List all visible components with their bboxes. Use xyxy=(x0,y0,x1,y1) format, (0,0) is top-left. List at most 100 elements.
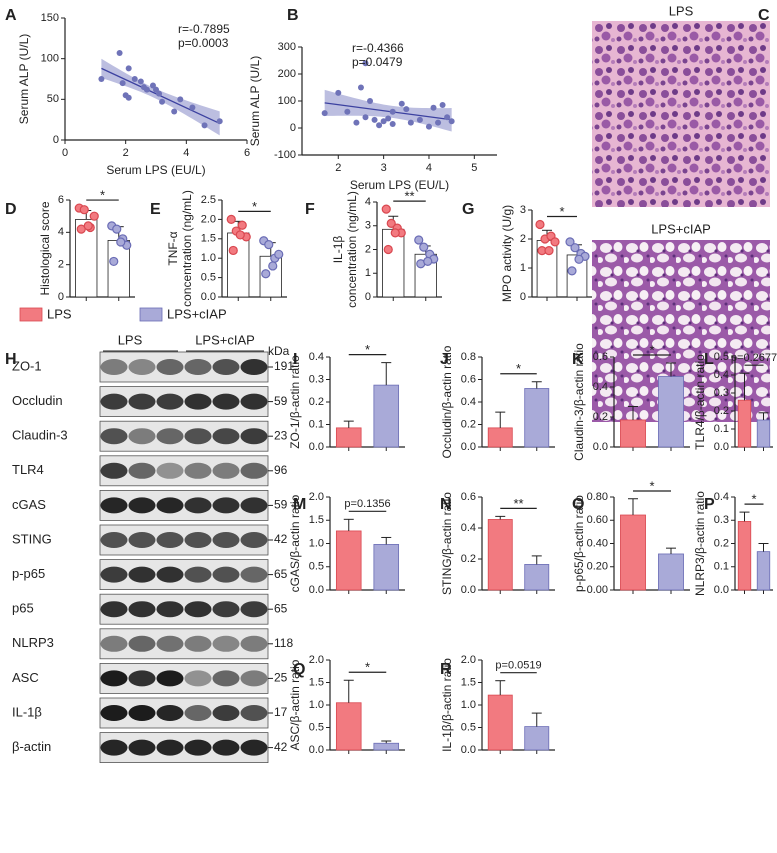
point xyxy=(362,114,369,121)
blot-band xyxy=(212,635,240,652)
x-tick-label: 6 xyxy=(244,147,250,159)
blot-band xyxy=(212,705,240,721)
confidence-band xyxy=(101,58,220,136)
point xyxy=(403,106,410,113)
point xyxy=(83,221,93,231)
point xyxy=(385,115,392,122)
y-tick-label: 0.1 xyxy=(714,561,729,573)
blot-band xyxy=(156,462,184,479)
blot-band xyxy=(184,393,212,410)
kda-label: 42 xyxy=(274,740,288,754)
y-axis-label: Claudin-3/β-actin ratio xyxy=(572,343,586,461)
point xyxy=(398,100,405,107)
y-tick-label: 4 xyxy=(58,226,64,238)
y-tick-label: 0.3 xyxy=(714,387,729,399)
y-axis-label: MPO activity (U/g) xyxy=(500,205,514,302)
blot-band xyxy=(212,393,240,410)
panel-letter: L xyxy=(704,351,714,368)
y-axis-label: p-p65/β-actin ratio xyxy=(572,495,586,592)
y-tick-label: 0 xyxy=(53,134,59,146)
kda-label: 118 xyxy=(274,636,293,650)
y-tick-label: 0.3 xyxy=(714,514,729,526)
y-tick-label: 1.5 xyxy=(309,514,324,526)
blot-band xyxy=(240,670,268,687)
point xyxy=(177,96,184,103)
significance-label: * xyxy=(649,342,654,357)
blot-band xyxy=(184,359,212,375)
y-tick-label: -100 xyxy=(274,149,296,161)
blot-band xyxy=(184,635,212,652)
point xyxy=(435,119,442,126)
x-tick-label: 2 xyxy=(123,147,129,159)
annotation: p=0.0479 xyxy=(352,55,403,69)
y-axis-label: cGAS/β-actin ratio xyxy=(288,494,302,592)
point xyxy=(261,269,271,279)
point xyxy=(201,122,208,129)
kda-label: 65 xyxy=(274,567,288,581)
point xyxy=(439,102,446,109)
y-tick-label: 0.5 xyxy=(201,272,216,284)
point xyxy=(274,249,284,259)
point xyxy=(430,104,437,111)
blot-band xyxy=(184,739,212,756)
bar xyxy=(658,553,684,591)
bar xyxy=(335,702,362,751)
kda-label: 59 xyxy=(274,498,288,512)
blot-band xyxy=(156,739,184,756)
y-tick-label: 0 xyxy=(58,291,64,303)
y-tick-label: 0 xyxy=(365,291,371,303)
panel-letter: J xyxy=(440,351,449,368)
blot-band xyxy=(156,705,184,721)
blot-band xyxy=(156,566,184,583)
point xyxy=(143,86,150,93)
y-tick-label: 0.5 xyxy=(461,721,476,733)
row-label: NLRP3 xyxy=(12,635,54,650)
x-tick-label: 4 xyxy=(183,147,189,159)
bar xyxy=(620,514,646,591)
bar xyxy=(658,376,684,448)
bar xyxy=(382,228,405,298)
blot-band xyxy=(128,601,156,618)
annotation: r=-0.7895 xyxy=(178,22,230,36)
panel-letter: I xyxy=(293,351,297,368)
panel-letter: H xyxy=(5,351,17,368)
y-tick-label: 2 xyxy=(520,233,526,245)
y-tick-label: 1 xyxy=(520,262,526,274)
y-axis-label: Serum ALP (U/L) xyxy=(17,34,31,124)
bar xyxy=(524,726,550,751)
point xyxy=(550,237,560,247)
blot-band xyxy=(100,359,128,375)
y-tick-label: 2.0 xyxy=(201,213,216,225)
y-tick-label: 2.0 xyxy=(309,654,324,666)
blot-band xyxy=(240,462,268,479)
y-tick-label: 0.6 xyxy=(461,491,476,503)
point xyxy=(367,98,374,104)
y-tick-label: 0.0 xyxy=(461,744,476,756)
blot-frame xyxy=(99,489,269,521)
point xyxy=(89,211,99,221)
y-tick-label: 0.5 xyxy=(309,561,324,573)
point xyxy=(567,266,577,276)
legend-swatch xyxy=(19,307,43,322)
y-tick-label: 0.4 xyxy=(461,396,476,408)
blot-band xyxy=(212,566,240,583)
panel-letter: Q xyxy=(293,661,305,678)
blot-band xyxy=(240,566,268,583)
blot-frame xyxy=(99,559,269,590)
point xyxy=(535,219,545,230)
blot-band xyxy=(212,428,240,445)
panel-letter: N xyxy=(440,496,452,513)
kda-label: 59 xyxy=(274,394,288,408)
y-axis-label: IL-1β xyxy=(331,236,345,264)
point xyxy=(112,224,122,234)
point xyxy=(116,237,126,247)
blot-band xyxy=(128,566,156,583)
y-axis-label: Serum ALP (U/L) xyxy=(248,56,262,146)
blot-frame xyxy=(99,663,269,694)
bar xyxy=(737,399,752,448)
panel-letter: K xyxy=(572,351,584,368)
significance-label: * xyxy=(252,199,257,214)
kda-label: 25 xyxy=(274,671,288,685)
point xyxy=(156,90,163,97)
